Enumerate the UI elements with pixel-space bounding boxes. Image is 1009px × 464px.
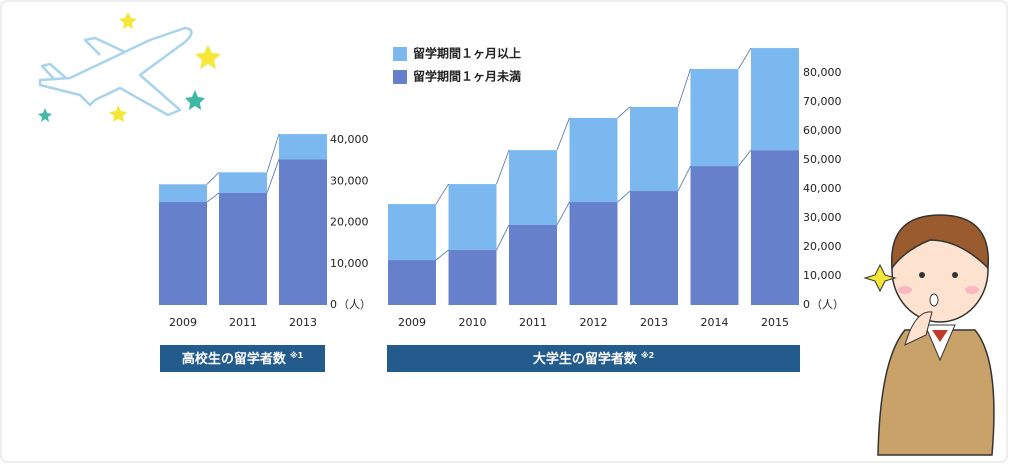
bar-segment (388, 204, 436, 261)
y-unit: （人） (338, 298, 371, 311)
y-tick-label: 30,000 (330, 174, 369, 187)
bar-segment (279, 134, 327, 160)
bar-segment (388, 260, 436, 305)
bar-segment (219, 172, 267, 193)
bar-segment (569, 117, 618, 203)
y-tick-label: 0 (803, 298, 810, 311)
bar-segment (279, 159, 327, 305)
x-tick-label: 2009 (169, 316, 197, 329)
y-tick-label: 40,000 (803, 182, 842, 195)
title-text: 高校生の留学者数 (182, 351, 287, 367)
bar-segment (509, 150, 557, 225)
bar-segment (448, 249, 497, 305)
bar-segment (690, 68, 739, 167)
title-note: ※2 (641, 350, 654, 360)
bar-segment (690, 166, 739, 305)
bar-segment (751, 150, 799, 305)
connector (617, 106, 631, 119)
x-tick-label: 2012 (580, 316, 608, 329)
connector (435, 183, 449, 205)
title-banner (160, 345, 325, 372)
chart-title: 高校生の留学者数 ※1 (182, 350, 304, 367)
title-note: ※1 (290, 350, 304, 360)
x-tick-label: 2013 (289, 316, 317, 329)
y-tick-label: 10,000 (803, 269, 842, 282)
connector (677, 68, 691, 108)
connector (496, 224, 510, 251)
title-banner (387, 345, 800, 372)
bar-segment (751, 48, 799, 151)
y-tick-label: 20,000 (803, 240, 842, 253)
bar-segment (219, 192, 267, 305)
connector (556, 117, 570, 151)
y-tick-label: 60,000 (803, 124, 842, 137)
connector (435, 249, 449, 261)
airplane (38, 26, 193, 117)
x-tick-label: 2011 (519, 316, 547, 329)
connector (738, 47, 752, 70)
bar-segment (509, 224, 557, 305)
y-tick-label: 30,000 (803, 211, 842, 224)
connector (206, 172, 220, 185)
x-tick-label: 2014 (701, 316, 729, 329)
bar-segment (630, 191, 678, 305)
bar-segment (569, 202, 618, 305)
connector (556, 201, 570, 226)
bar-segment (630, 106, 678, 192)
connector (496, 150, 510, 185)
legend-label: 留学期間１ヶ月以上 (413, 46, 521, 61)
legend-label: 留学期間１ヶ月未満 (413, 69, 521, 84)
title-text: 大学生の留学者数 (533, 351, 638, 367)
connector (617, 190, 631, 203)
y-tick-label: 80,000 (803, 66, 842, 79)
y-tick-label: 0 (330, 298, 337, 311)
x-tick-label: 2015 (761, 316, 789, 329)
y-unit: （人） (811, 298, 844, 311)
bar-segment (159, 202, 207, 305)
connector (677, 165, 691, 192)
x-tick-label: 2011 (229, 316, 257, 329)
y-tick-label: 10,000 (330, 257, 369, 270)
x-tick-label: 2009 (398, 316, 426, 329)
legend-swatch (393, 47, 407, 61)
chart-title: 大学生の留学者数 ※2 (533, 350, 654, 367)
connector (738, 149, 752, 167)
bar-segment (448, 184, 497, 250)
y-tick-label: 40,000 (330, 133, 369, 146)
connector (206, 192, 220, 203)
x-tick-label: 2013 (640, 316, 668, 329)
legend-swatch (393, 70, 407, 84)
stars (38, 12, 221, 122)
y-tick-label: 70,000 (803, 95, 842, 108)
y-tick-label: 20,000 (330, 216, 369, 229)
bar-segment (159, 184, 207, 203)
x-tick-label: 2010 (459, 316, 487, 329)
y-tick-label: 50,000 (803, 153, 842, 166)
connector (266, 133, 280, 173)
student-illustration (863, 214, 995, 456)
connector (266, 159, 280, 194)
